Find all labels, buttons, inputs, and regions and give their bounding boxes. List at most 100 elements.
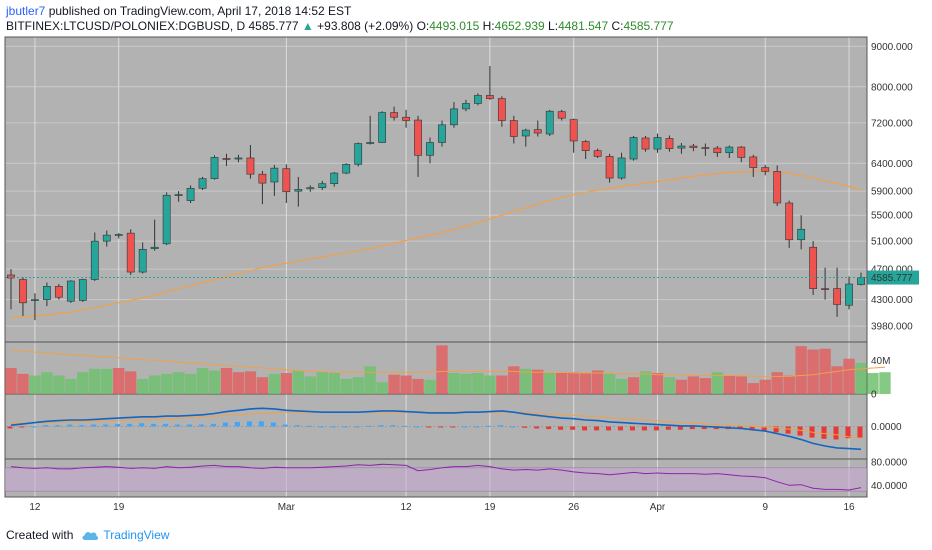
time-axis-label: 16 (843, 502, 855, 513)
macd-histogram-bar (55, 425, 61, 427)
volume-bar (651, 373, 664, 394)
time-axis-label: 19 (484, 502, 496, 513)
tradingview-cloud-icon[interactable] (81, 530, 99, 541)
volume-bar (244, 371, 257, 394)
macd-histogram-bar (570, 426, 576, 430)
volume-bar (280, 373, 293, 394)
volume-bar (795, 346, 807, 394)
volume-bar (89, 368, 101, 394)
price-axis-label: 9000.000 (871, 42, 913, 53)
volume-bar (867, 373, 879, 394)
volume-moving-average-line (10, 349, 885, 377)
macd-histogram-bar (845, 426, 851, 439)
macd-histogram-bar (797, 426, 803, 436)
macd-histogram-bar (426, 426, 432, 428)
macd-histogram-bar (833, 426, 839, 440)
volume-bar (136, 378, 149, 394)
volume-bar (184, 373, 197, 394)
candle-body (222, 158, 231, 160)
volume-bar (747, 383, 759, 394)
volume-bar (627, 377, 640, 394)
volume-bar (831, 366, 843, 394)
volume-bar (256, 377, 269, 394)
volume-bar (771, 372, 783, 394)
macd-histogram-bar (330, 426, 336, 428)
candle-body (857, 277, 865, 285)
macd-histogram-bar (653, 426, 659, 431)
candle-body (821, 288, 829, 290)
macd-histogram-bar (450, 426, 456, 428)
volume-bar (364, 366, 376, 394)
candle-body (270, 167, 279, 183)
macd-histogram-bar (19, 426, 25, 428)
macd-histogram-bar (67, 424, 73, 427)
tradingview-link[interactable]: TradingView (103, 528, 170, 542)
macd-histogram-bar (414, 426, 420, 428)
volume-bar (675, 379, 688, 394)
candle-body (426, 142, 434, 156)
candle-body (138, 248, 147, 273)
candle-body (102, 234, 111, 242)
macd-histogram-bar (163, 423, 169, 427)
macd-histogram-bar (354, 426, 360, 428)
price-axis-label: 5500.000 (871, 211, 913, 222)
high-label: H: (482, 19, 495, 33)
candle-body (653, 137, 662, 150)
macd-histogram-bar (366, 425, 372, 427)
macd-histogram-bar (534, 426, 540, 429)
macd-histogram-bar (270, 422, 276, 427)
macd-histogram-bar (306, 425, 312, 427)
macd-histogram-bar (773, 426, 779, 433)
candle-body (282, 168, 291, 193)
change-arrow-icon: ▲ (301, 19, 314, 33)
macd-histogram-bar (582, 426, 588, 431)
macd-histogram-bar (857, 426, 863, 438)
created-with-text: Created with (6, 528, 74, 542)
volume-bar (699, 378, 712, 394)
candle-body (797, 228, 806, 241)
publisher-line: jbutler7 published on TradingView.com, A… (6, 4, 351, 18)
volume-bar (65, 378, 77, 394)
macd-histogram-bar (474, 426, 480, 428)
candle-body (162, 194, 171, 245)
macd-histogram-bar (665, 426, 671, 430)
publisher-username[interactable]: jbutler7 (6, 4, 46, 18)
volume-bar (735, 376, 747, 394)
macd-histogram-bar (186, 424, 193, 427)
volume-bar (520, 368, 532, 394)
volume-bar (484, 375, 496, 394)
volume-bar (843, 358, 855, 394)
volume-bar (460, 373, 472, 394)
last-price-label: 4585.777 (871, 273, 913, 284)
volume-bar (376, 382, 388, 394)
macd-histogram-bar (258, 421, 264, 427)
open-label: O: (416, 19, 430, 33)
macd-histogram-bar (294, 425, 300, 427)
volume-bar (5, 368, 17, 394)
candle-body (845, 283, 853, 306)
volume-bar (148, 375, 161, 394)
time-axis-label: 19 (113, 502, 125, 513)
volume-bar (232, 372, 245, 394)
macd-histogram-bar (438, 426, 444, 428)
chart-area[interactable]: 9000.000 8000.000 7200.000 6400.000 5900.000… (0, 36, 932, 516)
volume-bar (436, 345, 448, 394)
macd-histogram-bar (629, 426, 635, 431)
candle-body (485, 95, 494, 99)
candle-body (701, 147, 710, 149)
time-axis-label: Mar (278, 502, 296, 513)
macd-histogram-bar (91, 424, 97, 427)
macd-histogram-bar (402, 425, 408, 427)
candle-body (438, 124, 446, 143)
macd-histogram-bar (31, 426, 37, 428)
candle-body (66, 280, 75, 302)
price-moving-average-line (10, 170, 862, 319)
price-pane (5, 37, 867, 342)
candle-body (761, 167, 770, 172)
macd-histogram-bar (151, 423, 157, 427)
candle-body (617, 157, 626, 179)
volume-bar (17, 373, 29, 394)
volume-bar (196, 368, 209, 394)
volume-bar (723, 375, 736, 394)
volume-bar (352, 377, 364, 394)
